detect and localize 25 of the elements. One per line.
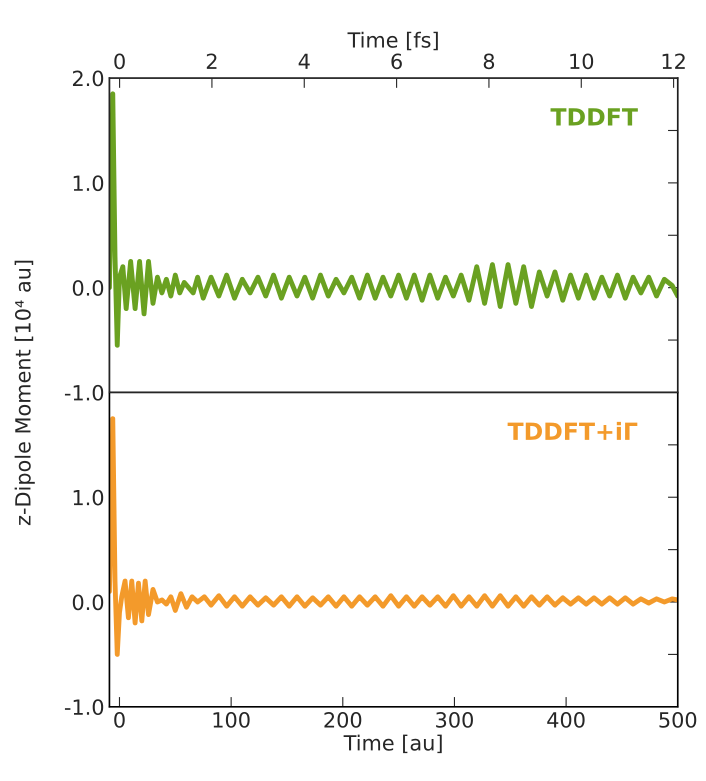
- x2-tick-label: 2: [206, 53, 216, 69]
- x-tick-label: 100: [214, 712, 250, 728]
- x2-tick-label: 6: [391, 53, 402, 70]
- x2-axis-title: Time [fs]: [348, 32, 438, 50]
- x2-tick-label: 0: [114, 53, 125, 70]
- x-tick-label: 400: [547, 712, 585, 728]
- y-tick-label: 1.0: [74, 490, 104, 506]
- y-tick-label: 0.0: [72, 280, 104, 296]
- x-tick-label: 0: [114, 712, 125, 728]
- y-axis-title: z-Dipole Moment [10⁴ au]: [14, 260, 35, 526]
- x2-tick-label: 4: [298, 54, 310, 69]
- x2-tick-label: 10: [570, 53, 594, 70]
- x-axis-title: Time [au]: [344, 734, 442, 754]
- y-tick-label: 1.0: [74, 175, 104, 192]
- text: TDDFT: [550, 108, 638, 126]
- y-tick-label: 2.0: [72, 70, 104, 86]
- x2-tick-label: 8: [484, 53, 494, 70]
- y-tick-label: -1.0: [64, 384, 104, 401]
- text: TDDFT+iΓ: [508, 422, 638, 440]
- x2-tick-label: 12: [662, 53, 685, 69]
- y-tick-label: 0.0: [72, 594, 104, 610]
- x-tick-label: 300: [436, 712, 473, 728]
- x-tick-label: 200: [324, 712, 362, 728]
- y-tick-label: -1.0: [64, 699, 104, 716]
- x-tick-label: 500: [659, 712, 696, 728]
